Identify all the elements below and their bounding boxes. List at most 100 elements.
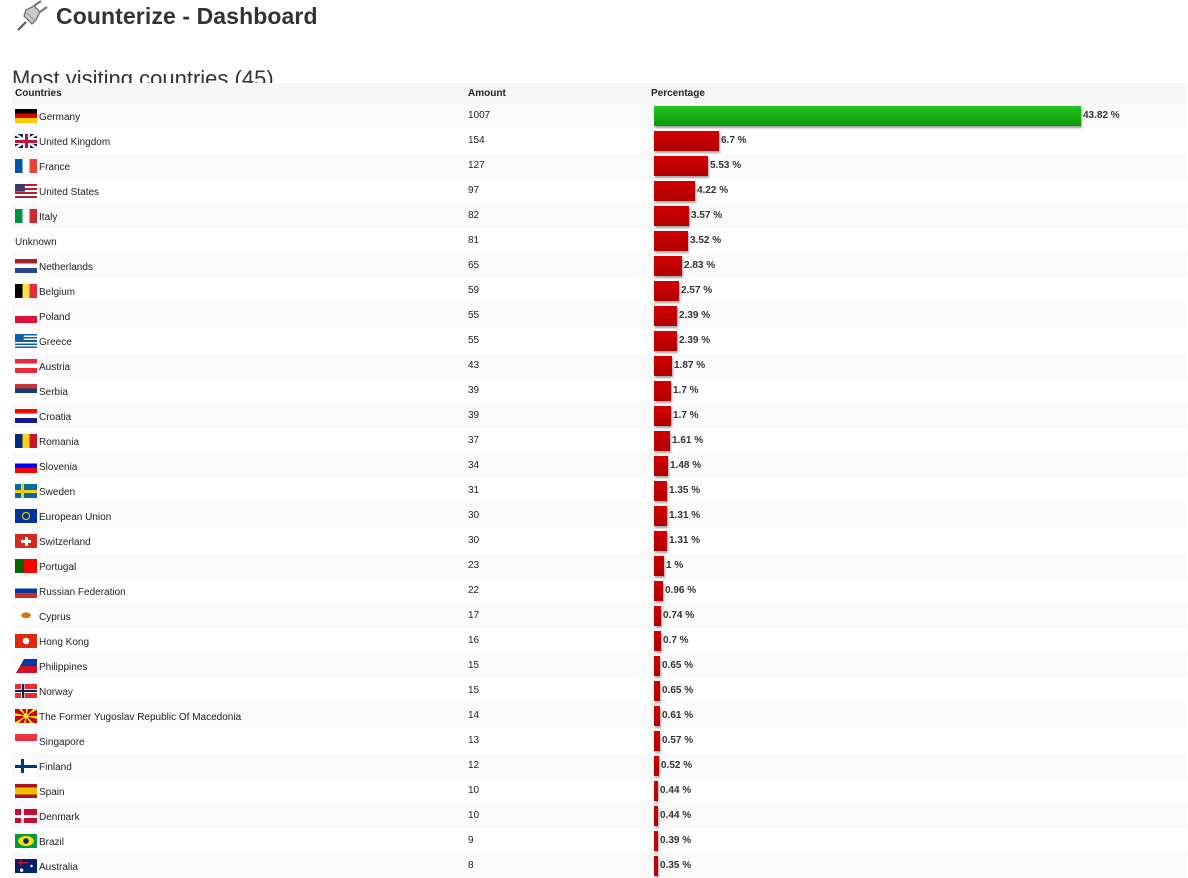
table-row: Belgium 59 2.57 % bbox=[12, 278, 1187, 303]
amount-cell: 34 bbox=[465, 453, 648, 478]
it-flag-icon bbox=[15, 209, 37, 223]
percentage-cell: 1.31 % bbox=[648, 528, 1187, 553]
table-row: Romania 37 1.61 % bbox=[12, 428, 1187, 453]
se-flag-icon bbox=[15, 484, 37, 498]
percentage-cell: 6.7 % bbox=[648, 128, 1187, 153]
percentage-bar bbox=[654, 631, 661, 651]
percentage-label: 2.39 % bbox=[679, 335, 711, 346]
percentage-cell: 0.74 % bbox=[648, 603, 1187, 628]
percentage-bar bbox=[654, 181, 695, 201]
percentage-label: 1.7 % bbox=[673, 385, 699, 396]
percentage-label: 1.35 % bbox=[669, 485, 701, 496]
percentage-bar bbox=[654, 706, 660, 726]
percentage-label: 1.48 % bbox=[670, 460, 702, 471]
table-row: Croatia 39 1.7 % bbox=[12, 403, 1187, 428]
table-row: Germany 1007 43.82 % bbox=[12, 103, 1187, 128]
amount-cell: 81 bbox=[468, 235, 480, 246]
country-name: Greece bbox=[39, 337, 72, 348]
percentage-bar bbox=[654, 356, 672, 376]
percentage-label: 1.31 % bbox=[669, 510, 701, 521]
column-header-countries: Countries bbox=[12, 83, 465, 103]
percentage-label: 0.74 % bbox=[663, 610, 695, 621]
percentage-label: 0.7 % bbox=[663, 635, 689, 646]
country-name: United Kingdom bbox=[39, 137, 111, 148]
country-name: Denmark bbox=[39, 812, 80, 823]
country-cell: Cyprus bbox=[12, 603, 465, 628]
percentage-bar bbox=[654, 131, 719, 151]
percentage-bar bbox=[654, 106, 1081, 126]
amount-cell: 10 bbox=[468, 785, 480, 796]
amount-cell: 55 bbox=[468, 335, 480, 346]
percentage-bar bbox=[654, 806, 658, 826]
table-row: Finland 12 0.52 % bbox=[12, 753, 1187, 778]
amount-cell: 10 bbox=[465, 803, 648, 828]
amount-cell: 65 bbox=[465, 253, 648, 278]
country-cell: Italy bbox=[12, 203, 465, 228]
country-cell: European Union bbox=[12, 503, 465, 528]
nl-flag-icon bbox=[15, 259, 37, 273]
pl-flag-icon bbox=[15, 309, 37, 323]
percentage-cell: 2.57 % bbox=[648, 278, 1187, 303]
percentage-cell: 0.52 % bbox=[648, 753, 1187, 778]
percentage-label: 0.35 % bbox=[660, 860, 692, 871]
eu-flag-icon bbox=[15, 509, 37, 523]
country-name: Finland bbox=[39, 762, 72, 773]
country-cell: Hong Kong bbox=[12, 628, 465, 653]
country-cell: Philippines bbox=[12, 653, 465, 678]
table-row: United States 97 4.22 % bbox=[12, 178, 1187, 203]
percentage-label: 0.52 % bbox=[661, 760, 693, 771]
country-name: Italy bbox=[39, 212, 58, 223]
amount-cell: 39 bbox=[468, 385, 480, 396]
percentage-bar bbox=[654, 431, 670, 451]
amount-cell: 82 bbox=[465, 203, 648, 228]
table-row: Italy 82 3.57 % bbox=[12, 203, 1187, 228]
ro-flag-icon bbox=[15, 434, 37, 448]
percentage-cell: 0.61 % bbox=[648, 703, 1187, 728]
percentage-cell: 2.39 % bbox=[648, 328, 1187, 353]
hr-flag-icon bbox=[15, 409, 37, 423]
amount-cell: 15 bbox=[465, 653, 648, 678]
hk-flag-icon bbox=[15, 634, 37, 648]
table-row: Brazil 9 0.39 % bbox=[12, 828, 1187, 853]
percentage-bar bbox=[654, 506, 667, 526]
amount-cell: 55 bbox=[465, 303, 648, 328]
es-flag-icon bbox=[15, 784, 37, 798]
percentage-bar bbox=[654, 256, 682, 276]
percentage-bar bbox=[654, 206, 689, 226]
percentage-bar bbox=[654, 456, 668, 476]
amount-cell: 30 bbox=[465, 503, 648, 528]
percentage-label: 3.52 % bbox=[690, 235, 722, 246]
amount-cell: 31 bbox=[468, 485, 480, 496]
percentage-cell: 3.57 % bbox=[648, 203, 1187, 228]
amount-cell: 22 bbox=[468, 585, 480, 596]
country-name: France bbox=[39, 162, 71, 173]
percentage-bar bbox=[654, 231, 688, 251]
country-cell: Croatia bbox=[12, 403, 465, 428]
percentage-cell: 5.53 % bbox=[648, 153, 1187, 178]
country-name: Portugal bbox=[39, 562, 77, 573]
si-flag-icon bbox=[15, 459, 37, 473]
percentage-bar bbox=[654, 856, 658, 876]
au-flag-icon bbox=[15, 859, 37, 873]
table-row: Portugal 23 1 % bbox=[12, 553, 1187, 578]
table-row: Serbia 39 1.7 % bbox=[12, 378, 1187, 403]
country-cell: Russian Federation bbox=[12, 578, 465, 603]
percentage-bar bbox=[654, 656, 660, 676]
percentage-cell: 0.35 % bbox=[648, 853, 1187, 878]
amount-cell: 17 bbox=[465, 603, 648, 628]
percentage-cell: 1.61 % bbox=[648, 428, 1187, 453]
amount-cell: 127 bbox=[465, 153, 648, 178]
percentage-label: 43.82 % bbox=[1083, 110, 1120, 121]
amount-cell: 16 bbox=[468, 635, 480, 646]
percentage-bar bbox=[654, 306, 677, 326]
percentage-bar bbox=[654, 681, 660, 701]
fr-flag-icon bbox=[15, 159, 37, 173]
table-body: Germany 1007 43.82 % United Kingdom 154 6.7 %… bbox=[12, 103, 1187, 878]
cy-flag-icon bbox=[15, 609, 37, 623]
percentage-label: 1.31 % bbox=[669, 535, 701, 546]
country-cell: Switzerland bbox=[12, 528, 465, 553]
percentage-label: 0.65 % bbox=[662, 660, 694, 671]
percentage-cell: 2.39 % bbox=[648, 303, 1187, 328]
amount-cell: 8 bbox=[465, 853, 648, 878]
percentage-bar bbox=[654, 381, 671, 401]
